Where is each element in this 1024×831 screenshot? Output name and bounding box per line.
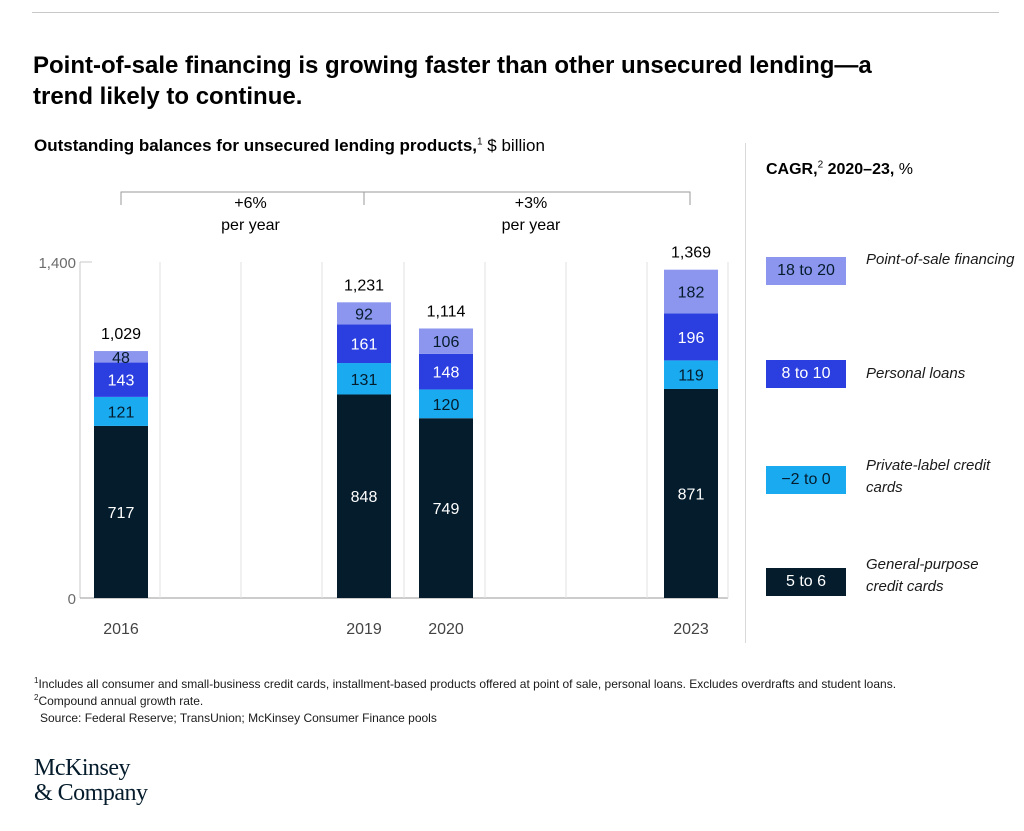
top-divider [32,12,999,13]
legend-divider [745,143,746,643]
legend-label-personal-loans: Personal loans [866,365,966,382]
bar-2020-point-of-sale-financing [419,328,473,354]
chart-subtitle: Outstanding balances for unsecured lendi… [34,136,545,156]
bar-value-label-2020-3: 148 [433,365,460,382]
y-tick-label-1: 0 [68,591,76,608]
x-tick-label-2023: 2023 [673,621,709,638]
bar-2016-private-label-credit-cards [94,396,148,426]
bar-2020-personal-loans [419,353,473,390]
bar-total-label-2016: 1,029 [101,326,141,343]
bar-2020-general-purpose-credit-cards [419,418,473,598]
footnote-2-text: Compound annual growth rate. [38,694,204,708]
bar-value-label-2019-3: 161 [351,337,378,354]
bar-2023-private-label-credit-cards [664,360,718,389]
bar-value-label-2023-4: 182 [678,285,705,302]
chart-headline: Point-of-sale financing is growing faste… [33,52,872,110]
subtitle-unit: $ billion [482,136,545,155]
bar-value-label-2023-2: 119 [678,368,704,385]
legend-header-footnote-ref: 2 [817,159,824,171]
legend-header-main: CAGR, [766,161,818,178]
growth-rate-caption-2: per year [502,217,561,234]
bar-total-label-2019: 1,231 [344,277,384,294]
legend-header-unit: % [894,161,913,178]
subtitle-footnote-ref: 1 [477,136,483,148]
bar-2023-general-purpose-credit-cards [664,388,718,598]
bar-2020-private-label-credit-cards [419,389,473,419]
x-tick-label-2016: 2016 [103,621,139,638]
footnote-2-ref: 2 [34,693,39,702]
bar-value-label-2016-3: 143 [108,373,135,390]
x-tick-label-2019: 2019 [346,621,382,638]
bar-value-label-2020-1: 749 [433,501,460,518]
bar-total-label-2020: 1,114 [427,303,466,320]
bar-value-label-2019-2: 131 [351,372,378,389]
growth-rate-1: +6% [234,195,266,212]
bar-2019-general-purpose-credit-cards [337,394,391,598]
bar-value-label-2016-1: 717 [108,505,135,522]
bar-total-label-2023: 1,369 [671,245,711,262]
legend-badge-pos: 18 to 20 [766,257,846,285]
bar-value-label-2023-3: 196 [678,330,705,347]
bar-value-label-2023-1: 871 [678,486,705,503]
legend-header-period: 2020–23, [823,161,895,178]
bar-2023-point-of-sale-financing [664,269,718,314]
footnote-2: 2Compound annual growth rate. [34,693,896,710]
bar-2016-general-purpose-credit-cards [94,425,148,598]
footnote-1: 1Includes all consumer and small-busines… [34,676,896,693]
legend-badge-private-label: −2 to 0 [766,466,846,494]
x-tick-label-2020: 2020 [428,621,464,638]
subtitle-main: Outstanding balances for unsecured lendi… [34,136,477,155]
stacked-bar-chart: 0 1,400 717 121 143 48 1,029 2016 848 131 161 92 1,2… [38,191,729,638]
source-note: Source: Federal Reserve; TransUnion; McK… [40,711,437,725]
legend-badge-general-purpose: 5 to 6 [766,568,846,596]
bar-value-label-2019-1: 848 [351,489,378,506]
mckinsey-logo: McKinsey & Company [34,756,148,806]
footnote-1-text: Includes all consumer and small-business… [38,677,897,691]
bar-value-label-2019-4: 92 [355,306,373,323]
footnote-1-ref: 1 [34,676,39,685]
bar-value-label-2020-2: 120 [433,397,460,414]
footnotes: 1Includes all consumer and small-busines… [34,676,896,727]
bar-value-label-2020-4: 106 [433,334,460,351]
legend-label-private-label: Private-label credit cards [866,457,991,496]
growth-bracket [120,191,691,205]
bar-2016-personal-loans [94,362,148,397]
bar-2019-point-of-sale-financing [337,302,391,325]
logo-line-1: McKinsey [34,755,130,781]
legend-label-pos: Point-of-sale financing [866,251,1015,268]
bar-2016-point-of-sale-financing [94,351,148,363]
bar-value-label-2016-4: 48 [112,350,130,367]
legend-badge-personal-loans: 8 to 10 [766,360,846,388]
logo-line-2: & Company [34,780,148,806]
y-tick-label-2: 1,400 [38,255,76,272]
bar-2019-personal-loans [337,324,391,364]
growth-rate-2: +3% [515,195,547,212]
bar-value-label-2016-2: 121 [108,404,135,421]
bar-2019-private-label-credit-cards [337,363,391,395]
legend-header: CAGR,2 2020–23, % [766,160,913,180]
growth-rate-caption-1: per year [221,217,280,234]
bar-2023-personal-loans [664,313,718,361]
legend-label-general-purpose: General-purpose credit cards [866,556,979,595]
